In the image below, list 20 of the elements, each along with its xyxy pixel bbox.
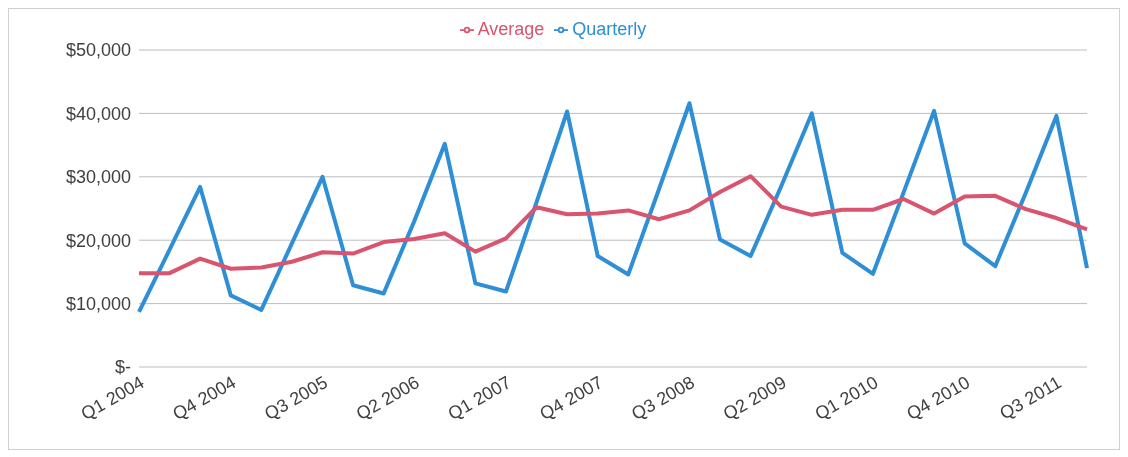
legend-label: Quarterly — [572, 19, 647, 39]
x-tick-label: Q4 2007 — [536, 372, 607, 425]
x-tick-label: Q2 2006 — [352, 372, 423, 425]
legend-label: Average — [477, 19, 545, 39]
line-series — [137, 101, 1089, 314]
x-tick-label: Q3 2005 — [261, 372, 331, 425]
line-series — [137, 174, 1089, 276]
x-tick-label: Q4 2004 — [169, 372, 240, 425]
x-tick-label: Q1 2007 — [444, 372, 515, 425]
y-tick-label: $40,000 — [65, 103, 131, 124]
x-tick-label: Q4 2010 — [903, 372, 974, 425]
y-tick-label: $20,000 — [65, 230, 131, 251]
x-tick-label: Q3 2011 — [996, 372, 1065, 424]
y-tick-label: $50,000 — [65, 40, 131, 61]
x-tick-label: Q1 2010 — [811, 372, 882, 425]
x-tick-label: Q3 2008 — [628, 372, 698, 425]
y-tick-label: $10,000 — [65, 293, 131, 314]
y-tick-label: $30,000 — [65, 167, 131, 188]
y-tick-label: $- — [114, 357, 131, 378]
x-tick-label: Q2 2009 — [719, 372, 790, 425]
